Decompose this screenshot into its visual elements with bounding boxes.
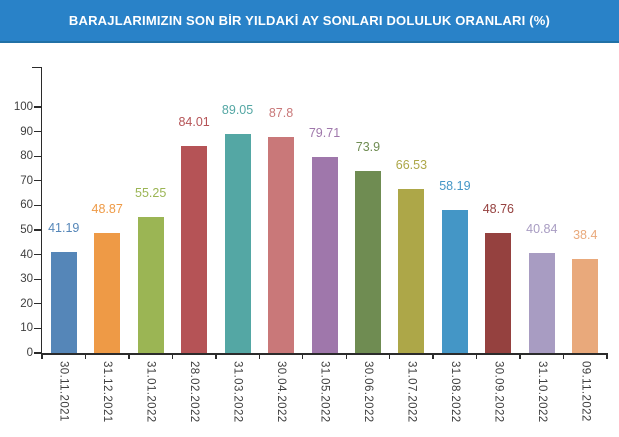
y-axis-tick-label: 40 <box>20 248 33 261</box>
bar <box>137 217 164 353</box>
bar-value-label: 38.4 <box>573 227 598 242</box>
plot-area: 0 10 20 30 40 50 60 70 80 90 100 41.19 30.11.2021 48.… <box>0 43 619 437</box>
x-axis-tick-label: 30.09.2022 <box>492 361 505 423</box>
x-axis-tick-mark <box>302 354 304 359</box>
bar <box>94 232 121 353</box>
bar-value-label: 87.8 <box>268 106 294 120</box>
y-axis-line <box>40 67 42 353</box>
x-axis-tick-label: 31.08.2022 <box>448 361 461 423</box>
x-axis-tick-mark <box>519 354 521 359</box>
bar-value-label: 66.53 <box>395 158 428 173</box>
y-axis-tick-label: 0 <box>26 347 33 359</box>
x-axis-tick-mark <box>84 354 87 359</box>
x-axis-tick-label: 31.07.2022 <box>405 361 418 423</box>
bar-value-label: 73.9 <box>355 140 381 155</box>
x-axis-tick-label: 28.02.2022 <box>188 361 201 423</box>
x-axis-tick-label: 09.11.2022 <box>579 361 592 422</box>
x-axis-tick-mark <box>562 354 565 359</box>
chart-title: BARAJLARIMIZIN SON BİR YILDAKİ AY SONLAR… <box>68 13 551 28</box>
x-axis-tick-label: 31.12.2021 <box>101 361 114 423</box>
bar <box>354 171 381 353</box>
bar <box>311 156 338 353</box>
y-axis-tick-mark <box>34 180 41 182</box>
y-axis-tick-mark <box>34 352 41 354</box>
chart-title-bar: BARAJLARIMIZIN SON BİR YILDAKİ AY SONLAR… <box>0 0 619 43</box>
x-axis-line <box>40 353 609 355</box>
x-axis-tick-mark <box>258 354 260 359</box>
x-axis-tick-label: 30.11.2021 <box>57 361 70 422</box>
x-axis-tick-mark <box>215 354 217 359</box>
y-axis-tick-mark <box>34 130 41 133</box>
y-axis-tick-label: 60 <box>20 199 33 212</box>
y-axis-tick-label: 80 <box>20 150 33 163</box>
bar <box>528 252 555 353</box>
y-axis-tick-label: 70 <box>20 174 33 187</box>
y-axis-tick-label: 10 <box>20 322 33 335</box>
x-axis-tick-mark <box>475 354 478 359</box>
bar-value-label: 55.25 <box>135 186 167 201</box>
bar-value-label: 48.76 <box>482 202 514 217</box>
y-axis-tick-mark <box>34 278 41 280</box>
bar-value-label: 79.71 <box>308 125 341 140</box>
x-axis-tick-label: 30.06.2022 <box>361 361 374 423</box>
bar-value-label: 40.84 <box>526 221 558 236</box>
x-axis-tick-mark <box>388 354 391 359</box>
x-axis-tick-mark <box>171 354 174 359</box>
x-axis-tick-mark <box>41 354 43 359</box>
bar <box>441 209 468 353</box>
bar <box>398 189 425 353</box>
x-axis-tick-label: 31.03.2022 <box>231 361 244 423</box>
bar <box>224 133 251 353</box>
y-axis-tick-mark <box>34 229 41 231</box>
bar-value-label: 58.19 <box>439 178 471 193</box>
y-axis-tick-label: 90 <box>20 125 33 138</box>
bar <box>50 251 77 353</box>
y-axis-tick-mark <box>34 106 41 108</box>
y-axis-tick-mark <box>34 327 41 330</box>
bar <box>181 146 208 353</box>
x-axis-tick-mark <box>345 354 347 359</box>
y-axis-tick-mark <box>34 303 41 305</box>
x-axis-tick-label: 31.05.2022 <box>318 361 331 423</box>
y-axis-tick-label: 100 <box>13 101 33 113</box>
bar-value-label: 84.01 <box>178 115 210 130</box>
x-axis-tick-label: 31.01.2022 <box>144 361 157 423</box>
x-axis-tick-mark <box>128 354 130 359</box>
x-axis-tick-mark <box>432 354 434 359</box>
y-axis-tick-mark <box>34 155 41 157</box>
y-axis-tick-label: 30 <box>20 273 33 286</box>
bar-value-label: 41.19 <box>48 220 80 235</box>
y-axis-tick-mark <box>34 204 41 207</box>
y-axis-end-tick <box>32 67 41 69</box>
x-axis-tick-label: 31.10.2022 <box>535 361 548 423</box>
x-axis-tick-label: 30.04.2022 <box>275 361 288 423</box>
y-axis-tick-label: 20 <box>20 297 33 310</box>
bar <box>485 233 512 353</box>
bar-value-label: 48.87 <box>91 201 123 216</box>
x-axis-tick-mark <box>606 354 608 359</box>
y-axis-tick-mark <box>34 253 41 256</box>
y-axis-tick-label: 50 <box>20 224 33 236</box>
bar <box>268 137 295 353</box>
bar-value-label: 89.05 <box>221 102 254 117</box>
bar <box>572 258 599 353</box>
